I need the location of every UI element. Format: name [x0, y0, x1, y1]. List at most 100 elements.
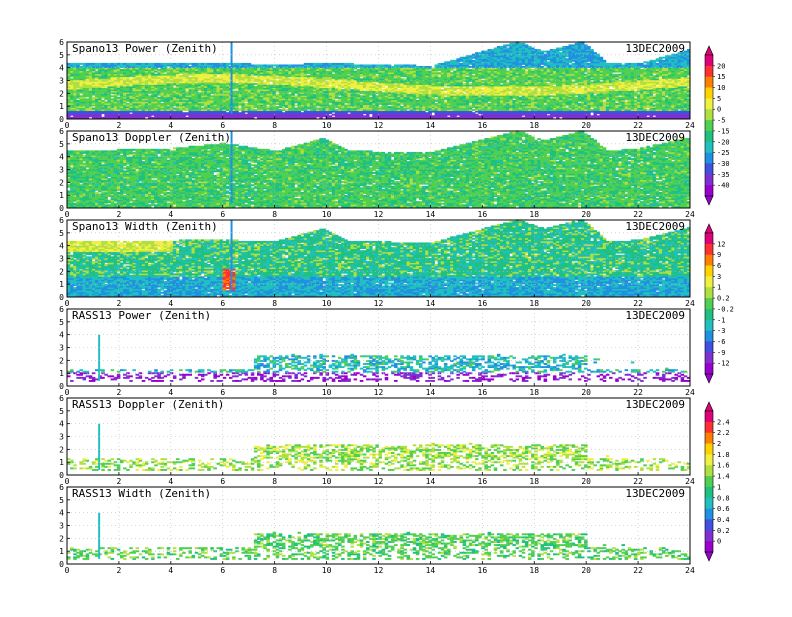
- y-tick-label: 2: [59, 267, 64, 276]
- y-tick-label: 1: [59, 280, 64, 289]
- x-tick-label: 24: [685, 210, 695, 219]
- x-tick-label: 4: [168, 388, 173, 397]
- y-tick-label: 2: [59, 445, 64, 454]
- colorbar-swatch: [705, 77, 713, 88]
- x-tick-label: 2: [117, 477, 122, 486]
- colorbar-label: -3: [717, 327, 725, 335]
- x-tick-label: 14: [426, 477, 436, 486]
- colorbar-swatch: [705, 287, 713, 298]
- y-tick-label: 4: [59, 331, 64, 340]
- x-tick-label: 20: [581, 210, 591, 219]
- x-tick-label: 8: [272, 299, 277, 308]
- x-tick-label: 8: [272, 566, 277, 575]
- x-tick-label: 24: [685, 477, 695, 486]
- y-tick-label: 2: [59, 534, 64, 543]
- y-tick-label: 3: [59, 344, 64, 353]
- x-tick-label: 14: [426, 388, 436, 397]
- colorbar-label: 0.2: [717, 527, 730, 535]
- x-tick-label: 16: [478, 388, 488, 397]
- colorbar-swatch: [705, 142, 713, 153]
- colorbar-swatch: [705, 422, 713, 433]
- colorbar-label: 1.4: [717, 473, 730, 481]
- y-tick-label: 0: [59, 293, 64, 302]
- x-tick-label: 2: [117, 566, 122, 575]
- y-tick-label: 3: [59, 433, 64, 442]
- colorbar-label: 10: [717, 84, 725, 92]
- y-tick-label: 0: [59, 115, 64, 124]
- y-tick-label: 6: [59, 216, 64, 225]
- colorbar-cap-top: [705, 224, 713, 233]
- x-tick-label: 20: [581, 477, 591, 486]
- colorbar-swatch: [705, 487, 713, 498]
- x-tick-label: 14: [426, 210, 436, 219]
- colorbar-swatch: [705, 185, 713, 196]
- x-tick-label: 14: [426, 566, 436, 575]
- colorbar-swatch: [705, 363, 713, 374]
- panel-date: 13DEC2009: [625, 487, 685, 500]
- x-tick-label: 22: [633, 121, 643, 130]
- colorbar-label: 0: [717, 106, 721, 114]
- y-tick-label: 2: [59, 356, 64, 365]
- x-tick-label: 0: [65, 388, 70, 397]
- colorbar-swatch: [705, 88, 713, 99]
- colorbar-swatch: [705, 498, 713, 509]
- x-tick-label: 12: [374, 210, 384, 219]
- x-tick-label: 6: [220, 477, 225, 486]
- x-tick-label: 12: [374, 477, 384, 486]
- colorbar-label: -35: [717, 171, 730, 179]
- panel-title: RASS13 Width (Zenith): [72, 487, 211, 500]
- x-tick-label: 2: [117, 299, 122, 308]
- x-tick-label: 24: [685, 566, 695, 575]
- colorbar-swatch: [705, 233, 713, 244]
- colorbar-label: -6: [717, 338, 725, 346]
- colorbar-label: -9: [717, 349, 725, 357]
- x-tick-label: 0: [65, 299, 70, 308]
- y-tick-label: 6: [59, 305, 64, 314]
- panel-date: 13DEC2009: [625, 398, 685, 411]
- colorbar-swatch: [705, 509, 713, 520]
- colorbar-label: 12: [717, 240, 725, 248]
- colorbar-label: -12: [717, 360, 730, 368]
- colorbar-label: -20: [717, 138, 730, 146]
- x-tick-label: 16: [478, 477, 488, 486]
- x-tick-label: 16: [478, 299, 488, 308]
- x-tick-label: 14: [426, 299, 436, 308]
- colorbar-swatch: [705, 98, 713, 109]
- colorbar-swatch: [705, 411, 713, 422]
- y-tick-label: 4: [59, 420, 64, 429]
- y-tick-label: 4: [59, 242, 64, 251]
- x-tick-label: 10: [322, 566, 332, 575]
- colorbar-cap-bottom: [705, 374, 713, 383]
- x-tick-label: 22: [633, 299, 643, 308]
- colorbar-swatch: [705, 341, 713, 352]
- x-tick-label: 4: [168, 121, 173, 130]
- panel-title: RASS13 Power (Zenith): [72, 309, 211, 322]
- colorbar-swatch: [705, 244, 713, 255]
- marker-stripe: [231, 220, 233, 292]
- panel-title: Spano13 Width (Zenith): [72, 220, 218, 233]
- y-tick-label: 5: [59, 51, 64, 60]
- x-tick-label: 14: [426, 121, 436, 130]
- colorbar-label: -1: [717, 316, 725, 324]
- x-tick-label: 8: [272, 121, 277, 130]
- y-tick-label: 5: [59, 407, 64, 416]
- y-tick-label: 2: [59, 178, 64, 187]
- colorbar-swatch: [705, 465, 713, 476]
- colorbar-swatch: [705, 476, 713, 487]
- colorbar-swatch: [705, 255, 713, 266]
- colorbar-swatch: [705, 454, 713, 465]
- colorbar-label: 2: [717, 440, 721, 448]
- x-tick-label: 6: [220, 121, 225, 130]
- colorbar-label: 0.6: [717, 505, 730, 513]
- colorbar-swatch: [705, 541, 713, 552]
- y-tick-label: 4: [59, 153, 64, 162]
- x-tick-label: 24: [685, 388, 695, 397]
- x-tick-label: 2: [117, 388, 122, 397]
- colorbar-label: 2.4: [717, 418, 730, 426]
- x-tick-label: 22: [633, 566, 643, 575]
- x-tick-label: 22: [633, 477, 643, 486]
- y-tick-label: 4: [59, 509, 64, 518]
